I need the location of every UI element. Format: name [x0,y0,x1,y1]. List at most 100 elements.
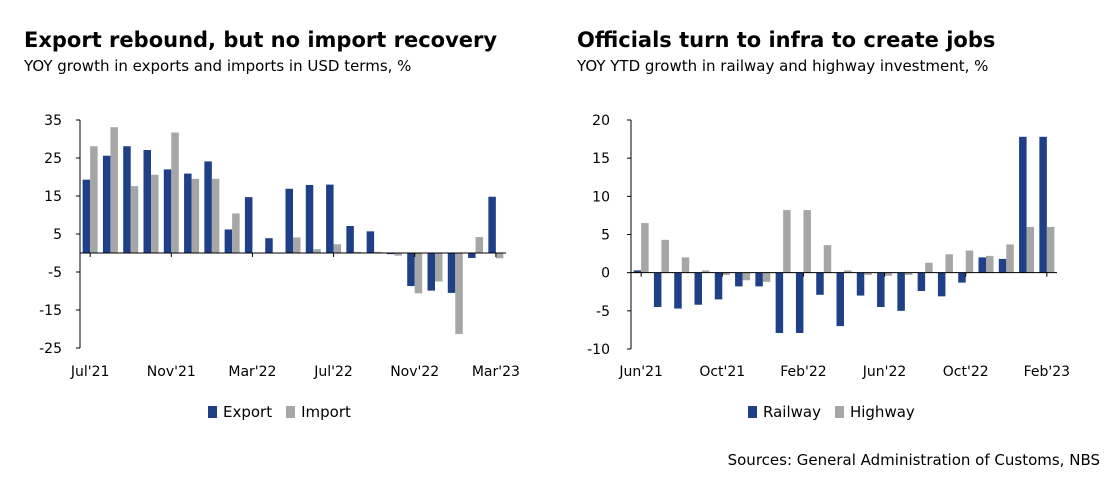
y-tick-label-5: 5 [601,228,610,244]
bar-railway-aug-22 [917,272,926,291]
bar-export-jan-23 [447,253,456,293]
x-tick-label-mar-22: Mar'22 [228,364,276,380]
x-tick-label-jun-21: Jun'21 [618,364,663,380]
bar-export-dec-22 [427,253,435,291]
bar-import-jun-22 [313,249,321,253]
bar-import-aug-21 [110,127,118,253]
y-tick-label-minus-5: -5 [596,304,610,320]
x-tick-label-jul-22: Jul'22 [313,364,353,380]
x-tick-label-feb-23: Feb'23 [1024,364,1070,380]
bar-import-jan-23 [455,253,463,334]
bar-export-may-22 [285,188,293,253]
bar-export-sep-22 [366,231,375,253]
chart-panel-infra-investment: Officials turn to infra to create jobs Y… [560,0,1120,487]
bar-export-nov-22 [407,253,415,287]
bar-import-feb-23 [475,237,484,253]
x-tick-label-mar-23: Mar'23 [472,364,520,380]
legend-label-railway: Railway [763,403,821,421]
bar-railway-nov-22 [978,257,986,273]
bar-export-jan-22 [204,161,212,253]
y-tick-label-minus-25: -25 [39,341,62,357]
y-tick-label-10: 10 [592,189,610,205]
x-tick-label-nov-21: Nov'21 [147,364,196,380]
bar-highway-nov-22 [986,255,994,273]
bar-railway-feb-22 [795,272,804,333]
bar-chart-infra-investment: 20 15 10 5 0 -5 -10 Jun'21 Oct'21 Feb'22 Jun'22 Oct… [587,113,1070,380]
bar-export-dec-21 [184,173,192,253]
bar-export-jun-22 [305,184,314,253]
bar-highway-jun-21 [641,223,649,273]
x-tick-label-nov-22: Nov'22 [390,364,439,380]
bar-highway-jul-22 [904,272,913,275]
bar-import-jan-22 [211,178,220,253]
bar-railway-sep-22 [937,272,946,297]
legend-label-highway: Highway [849,403,915,421]
bar-highway-jul-21 [661,239,669,273]
legend-label-export: Export [223,403,273,421]
bar-import-oct-22 [394,253,402,256]
bar-import-feb-22 [232,213,240,253]
bar-import-dec-21 [191,178,200,253]
legend-swatch-highway [834,406,844,418]
bar-railway-apr-22 [836,272,844,327]
bar-highway-feb-22 [803,210,811,273]
bar-highway-aug-22 [925,262,933,273]
bar-export-oct-21 [143,150,151,253]
bar-railway-jan-22 [775,272,784,333]
legend-label-import: Import [301,403,351,421]
chart-panel-exports-imports: Export rebound, but no import recovery Y… [24,28,520,421]
bar-highway-may-22 [864,272,872,275]
bar-highway-sep-21 [702,270,710,273]
bar-highway-dec-21 [762,272,771,282]
bar-highway-jan-23 [1026,226,1035,273]
bar-railway-jun-21 [633,270,642,273]
bar-highway-jun-22 [884,272,893,276]
bar-railway-aug-21 [674,272,682,309]
bar-railway-oct-21 [714,272,723,300]
y-tick-label-25: 25 [44,151,62,167]
bar-export-feb-23 [468,253,476,258]
chart-legend: Export Import [208,403,365,421]
bar-import-oct-21 [151,174,159,253]
y-tick-label-minus-10: -10 [587,342,610,358]
bar-export-sep-21 [123,146,131,253]
bar-export-oct-22 [386,253,395,255]
bar-highway-oct-22 [965,250,974,273]
y-tick-label-35: 35 [44,113,62,129]
bar-export-mar-22 [244,197,253,253]
bar-import-nov-21 [171,132,179,253]
chart-title: Officials turn to infra to create jobs [577,28,996,52]
bar-highway-feb-23 [1046,226,1055,273]
x-tick-label-oct-21: Oct'21 [699,364,745,380]
bar-railway-dec-21 [755,272,763,287]
bar-import-jul-21 [90,146,98,253]
bar-highway-oct-21 [722,272,730,275]
x-tick-label-jun-22: Jun'22 [862,364,907,380]
bar-export-feb-22 [224,229,233,253]
bar-import-dec-22 [435,253,443,282]
chart-title: Export rebound, but no import recovery [24,28,498,52]
bar-railway-may-22 [856,272,865,296]
bar-railway-jul-21 [653,272,662,308]
chart-legend: Railway Highway [748,403,929,421]
bar-export-jul-21 [82,179,91,253]
legend-swatch-import [286,406,296,418]
legend-item-import: Import [286,403,351,421]
bar-railway-jun-22 [877,272,885,308]
y-tick-label-5: 5 [53,227,62,243]
y-tick-label-0: 0 [601,266,610,282]
y-tick-label-20: 20 [592,113,610,129]
bar-railway-dec-22 [998,258,1007,273]
bar-import-aug-22 [353,251,362,253]
bar-railway-mar-22 [816,272,824,295]
bar-railway-jul-22 [897,272,905,311]
bar-import-may-22 [293,237,301,253]
y-tick-label-15: 15 [44,189,62,205]
bar-chart-exports-imports: 35 25 15 5 -5 -15 -25 Jul'21 Nov'21 Mar'22 Jul'22 N… [39,113,520,380]
bar-railway-sep-21 [694,272,702,305]
y-tick-label-minus-5: -5 [48,265,62,281]
chart-subtitle: YOY growth in exports and imports in USD… [24,57,412,75]
bar-highway-jan-22 [783,210,791,273]
x-tick-label-oct-22: Oct'22 [943,364,989,380]
bar-highway-nov-21 [742,272,751,281]
